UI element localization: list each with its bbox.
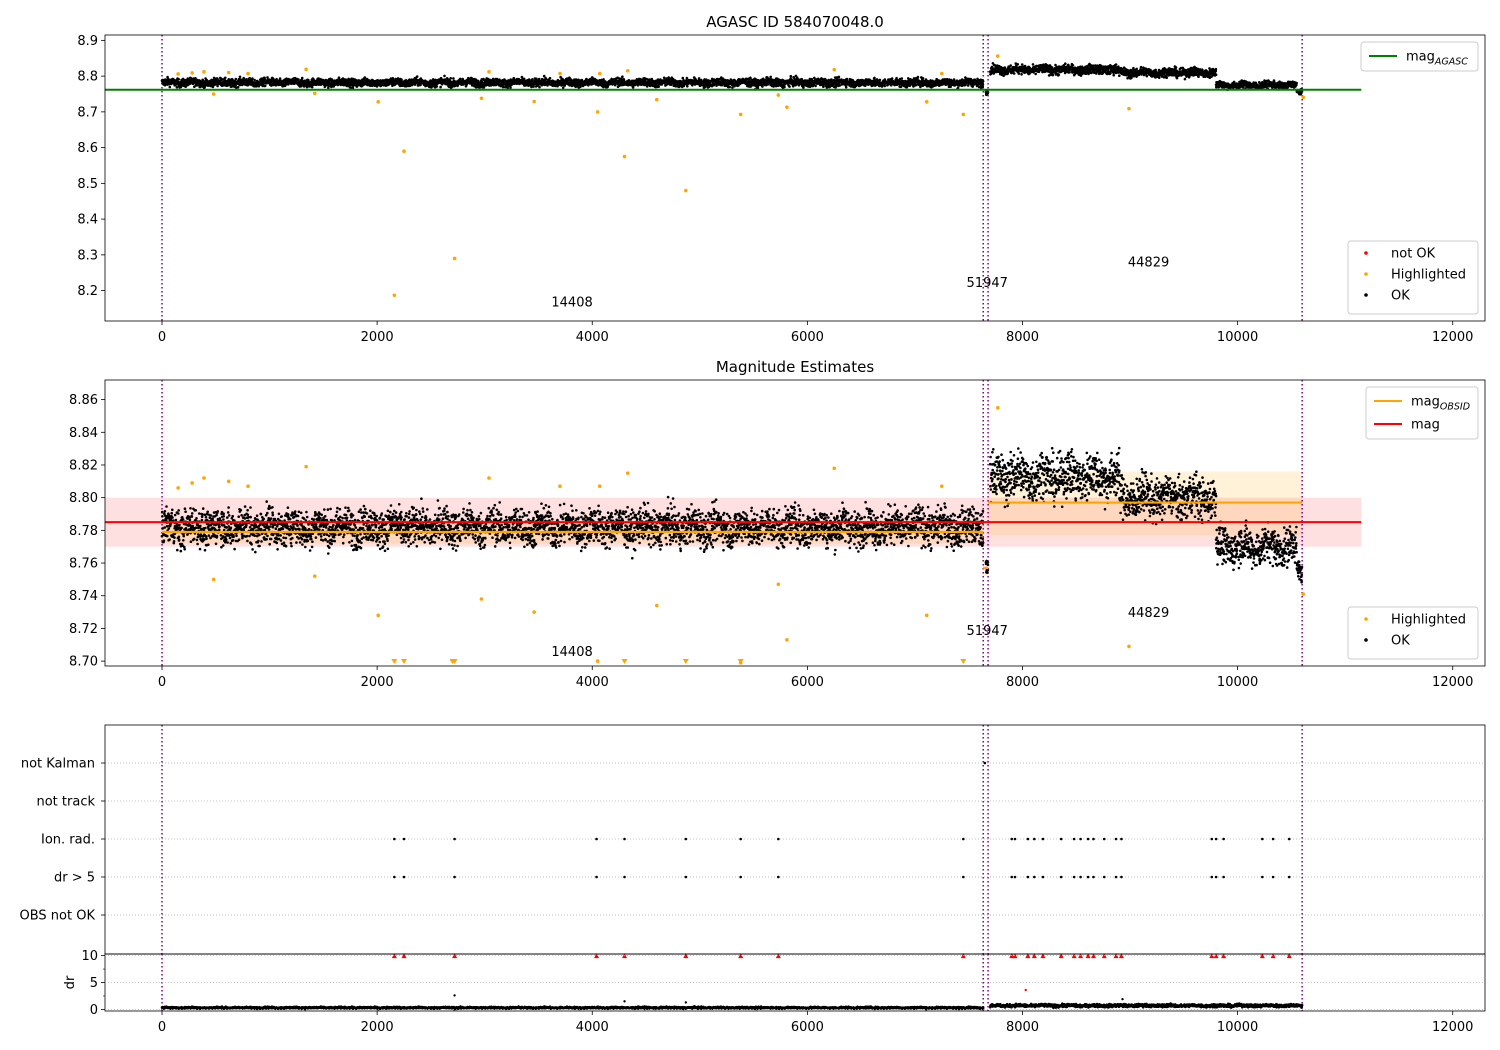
ok-point [251,77,254,80]
ok-point [194,77,197,80]
ok-point [532,85,535,88]
ok-point [1057,73,1061,76]
ok-point [724,78,727,82]
ok-point [631,86,635,89]
ok-point [216,84,219,88]
ok-point [657,85,660,88]
ok-point [297,78,300,81]
ok-point [266,76,269,79]
ok-point [253,78,256,82]
ok-point [769,75,772,79]
ok-point [1051,73,1055,77]
ok-point [1031,63,1035,66]
ok-point [458,77,462,81]
ok-point [310,85,314,89]
ok-point [1009,64,1012,67]
ok-point [966,84,970,87]
ok-point [561,86,565,89]
ok-point [236,85,240,89]
ok-point [900,77,904,80]
ok-point [802,86,805,89]
ok-point [686,85,689,88]
ok-point [681,76,685,80]
ok-point [201,85,204,88]
ok-point [873,76,876,80]
ok-point [415,75,419,78]
ok-point [981,79,985,83]
ok-point [952,78,956,81]
ok-point [986,91,990,94]
ok-point [1020,73,1023,76]
ok-point [501,85,505,89]
ok-point [761,85,764,88]
ok-point [621,75,624,78]
ok-point [981,83,985,87]
ok-point [181,77,185,81]
ok-point [439,85,442,89]
ok-point [685,76,689,80]
ok-point [1017,72,1021,75]
ok-point [789,74,793,78]
ok-point [452,77,455,80]
ok-point [207,84,211,87]
ok-point [220,78,224,81]
ok-point [837,75,841,79]
ok-point [1034,72,1037,76]
ok-point [788,85,791,88]
ok-point [1109,71,1112,75]
panel-title: AGASC ID 584070048.0 [706,13,884,31]
ok-point [921,77,925,80]
ok-point [234,77,238,81]
ok-point [175,86,179,89]
ok-point [814,84,817,88]
ok-point [1118,74,1121,77]
ok-point [878,78,882,82]
ok-point [844,85,848,89]
ok-point [163,83,167,86]
ok-point [166,75,169,79]
ok-point [895,76,898,80]
ok-point [1112,73,1115,77]
ok-point [1068,71,1071,74]
ok-point [238,75,242,79]
ok-point [1114,63,1118,66]
ok-point [443,74,446,78]
ok-point [1020,63,1024,66]
ok-point [728,85,731,89]
ok-point [168,85,172,89]
ok-point [300,76,304,80]
ok-point [1012,72,1016,75]
ok-point [449,77,453,80]
ok-point [883,84,886,88]
ok-point [548,76,552,80]
ok-point [337,76,341,79]
ok-point [263,84,267,88]
ok-point [867,83,870,86]
ok-point [662,76,666,80]
ok-point [650,77,654,81]
ok-point [916,75,920,79]
ok-point [1071,64,1075,67]
ok-point [822,85,825,88]
ok-point [224,76,227,80]
ok-point [363,76,367,79]
ok-point [538,85,541,89]
ok-point [783,85,786,89]
ok-point [177,78,180,81]
ok-point [435,85,439,88]
ok-point [1064,62,1067,65]
ok-point [1016,63,1019,66]
ok-point [890,77,894,80]
